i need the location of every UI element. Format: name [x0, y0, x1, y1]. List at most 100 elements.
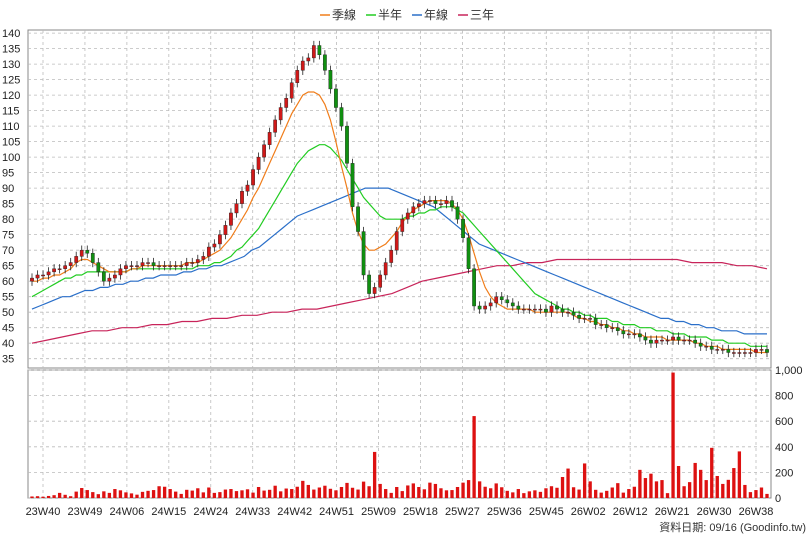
- candlesticks: [30, 40, 769, 358]
- price-tick-label: 80: [2, 214, 14, 226]
- legend-label: 三年: [470, 8, 494, 22]
- volume-bar: [699, 469, 703, 498]
- candle-body: [212, 243, 217, 248]
- candle-body: [218, 234, 222, 245]
- candle-body: [41, 274, 45, 277]
- candle-body: [621, 330, 626, 335]
- price-tick-label: 70: [2, 245, 14, 257]
- candle-body: [737, 352, 742, 354]
- candle-body: [687, 339, 692, 342]
- volume-bar: [516, 489, 520, 498]
- candle-body: [416, 203, 421, 207]
- candle-body: [30, 277, 34, 282]
- volume-bar: [223, 489, 228, 498]
- volume-bar: [527, 491, 532, 498]
- x-tick-label: 24W51: [319, 506, 354, 518]
- volume-bar: [649, 473, 653, 498]
- candle-body: [140, 262, 145, 266]
- legend-label: 年線: [424, 7, 448, 22]
- volume-bar: [538, 491, 543, 498]
- volume-bar: [367, 486, 371, 498]
- candle-body: [240, 191, 244, 204]
- price-tick-label: 75: [2, 230, 14, 242]
- price-tick-label: 55: [2, 292, 14, 304]
- candle-body: [422, 200, 427, 204]
- volume-bar: [124, 492, 128, 498]
- candle-body: [201, 256, 206, 260]
- volume-bar: [466, 480, 471, 498]
- x-tick-label: 25W45: [529, 506, 564, 518]
- candle-body: [566, 311, 570, 314]
- candle-body: [273, 119, 278, 133]
- volume-bar: [461, 482, 465, 498]
- candle-body: [450, 200, 454, 207]
- candle-body: [113, 274, 117, 279]
- candle-body: [649, 339, 653, 344]
- candle-body: [323, 54, 327, 71]
- candle-body: [521, 308, 526, 311]
- volume-bar: [621, 492, 625, 498]
- price-axis: 35 40 45 50 55 60 65 70 75 80 85 90 95 100 105 110 115 12…: [2, 28, 20, 366]
- volume-bar: [704, 480, 708, 498]
- price-tick-label: 140: [2, 28, 20, 40]
- candle-body: [195, 259, 200, 263]
- volume-bar: [759, 487, 764, 498]
- volume-bar: [616, 483, 620, 498]
- volume-bar: [389, 492, 393, 498]
- volume-bar: [334, 490, 338, 498]
- candle-body: [759, 349, 764, 351]
- price-tick-label: 45: [2, 323, 14, 335]
- legend: 季線 半年 年線 三年: [320, 7, 494, 22]
- volume-bar: [372, 451, 377, 498]
- price-tick-label: 125: [2, 75, 20, 87]
- volume-bar: [577, 489, 581, 498]
- volume-bar: [748, 492, 753, 498]
- volume-bar: [610, 487, 614, 498]
- volume-bar: [96, 494, 100, 498]
- candle-body: [626, 333, 631, 336]
- volume-bar: [687, 482, 692, 498]
- candle-body: [361, 231, 366, 276]
- candle-body: [593, 318, 598, 325]
- volume-bar: [660, 480, 664, 498]
- price-tick-label: 120: [2, 90, 20, 102]
- volume-bar: [179, 493, 183, 498]
- volume-bar: [411, 483, 415, 498]
- x-tick-label: 25W18: [403, 506, 438, 518]
- volume-bar: [162, 486, 167, 498]
- x-tick-label: 23W49: [68, 506, 103, 518]
- volume-bar: [494, 483, 498, 498]
- price-tick-label: 115: [2, 106, 20, 118]
- volume-bar: [571, 487, 576, 498]
- price-tick-label: 135: [2, 44, 20, 56]
- volume-bar: [74, 491, 78, 498]
- candle-body: [461, 218, 465, 238]
- candle-body: [560, 308, 565, 313]
- candle-body: [472, 268, 476, 307]
- candle-body: [638, 333, 642, 338]
- candle-body: [533, 308, 537, 311]
- volume-bar: [57, 492, 62, 498]
- candle-body: [372, 287, 377, 294]
- candle-body: [334, 88, 338, 108]
- volume-bar: [400, 491, 404, 498]
- volume-bar: [323, 485, 327, 498]
- candle-body: [146, 262, 150, 264]
- volume-bar: [201, 492, 205, 498]
- candle-body: [582, 318, 587, 320]
- x-tick-label: 26W38: [739, 506, 774, 518]
- volume-bar: [599, 492, 603, 498]
- volume-bar: [196, 488, 200, 498]
- footer-text: 資料日期: 09/16 (Goodinfo.tw): [659, 520, 806, 534]
- volume-bar: [433, 483, 438, 498]
- volume-bar: [560, 477, 565, 498]
- volume-bar: [533, 490, 537, 498]
- candle-body: [709, 346, 714, 350]
- volume-bar: [317, 487, 322, 498]
- volume-bar: [301, 480, 305, 498]
- candle-body: [516, 305, 521, 310]
- candle-body: [527, 308, 532, 311]
- volume-bar: [190, 490, 194, 498]
- volume-bar: [500, 487, 504, 498]
- candle-body: [411, 206, 416, 214]
